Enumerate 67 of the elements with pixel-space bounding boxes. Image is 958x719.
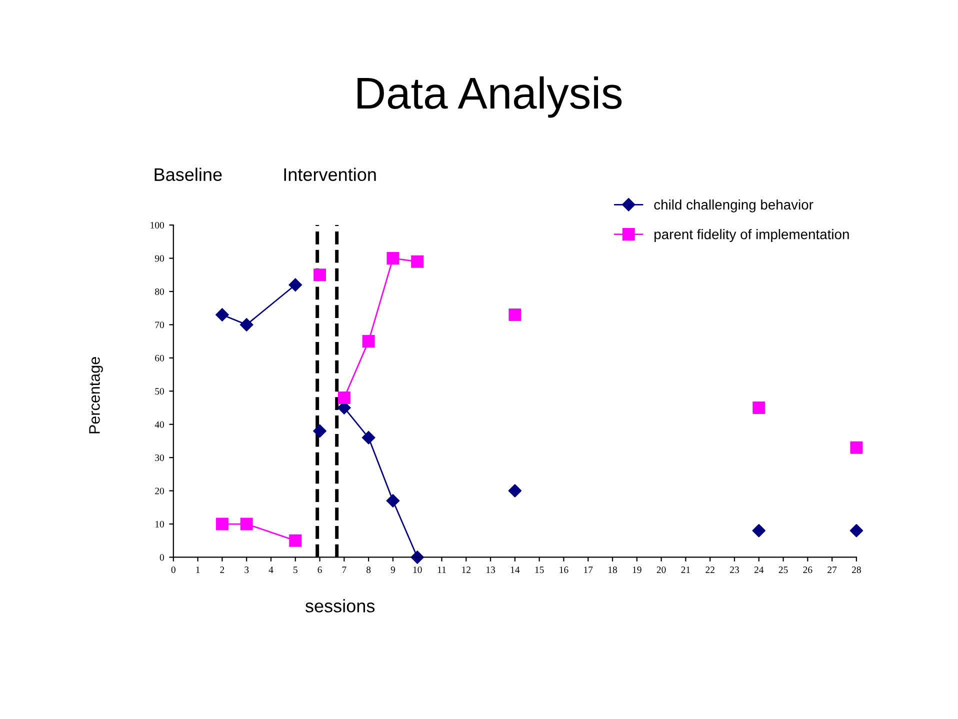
- point: [850, 441, 863, 454]
- y-tick-label: 100: [150, 222, 164, 229]
- x-tick-label: 16: [560, 566, 568, 574]
- legend-label: parent fidelity of implementation: [654, 229, 849, 242]
- x-tick-label: 22: [706, 566, 714, 573]
- x-tick-label: 1: [196, 566, 200, 573]
- point: [386, 252, 400, 265]
- point: [289, 534, 302, 547]
- point: [338, 392, 350, 404]
- point: [240, 518, 253, 530]
- text: Intervention: [284, 168, 376, 181]
- x-tick-label: 26: [803, 566, 812, 574]
- x-tick-label: 13: [486, 566, 496, 574]
- point: [508, 308, 522, 321]
- x-tick-label: 14: [510, 566, 520, 573]
- x-tick-label: 0: [171, 566, 176, 574]
- x-tick-label: 18: [608, 566, 617, 574]
- y-tick-label: 80: [155, 288, 164, 295]
- point: [850, 524, 864, 538]
- point: [411, 255, 424, 268]
- x-tick-label: 15: [535, 566, 544, 574]
- x-tick-label: 9: [390, 566, 395, 574]
- point: [288, 278, 302, 292]
- x-tick-label: 11: [438, 566, 446, 573]
- x-tick-label: 20: [656, 566, 666, 574]
- y-tick-label: 0: [160, 554, 164, 561]
- chart-title: Data Analysis: [358, 76, 622, 118]
- y-tick-label: 20: [155, 488, 164, 494]
- legend-label: child challenging behavior: [654, 199, 814, 212]
- point: [362, 431, 376, 444]
- x-tick-label: 21: [681, 566, 690, 573]
- point: [216, 518, 228, 530]
- x-tick-label: 12: [462, 566, 470, 573]
- x-tick-label: 3: [244, 566, 249, 574]
- x-tick-label: 2: [220, 566, 224, 573]
- y-tick-label: 70: [155, 322, 164, 328]
- x-tick-label: 17: [584, 566, 593, 573]
- x-tick-label: 4: [268, 566, 274, 573]
- y-tick-label: 40: [154, 421, 164, 428]
- x-tick-label: 19: [632, 566, 642, 574]
- point: [314, 268, 326, 282]
- x-tick-label: 10: [413, 566, 422, 574]
- text: Baseline: [154, 168, 222, 181]
- y-tick-label: 10: [156, 520, 164, 528]
- y-tick-label: 50: [155, 388, 164, 395]
- point: [362, 335, 375, 348]
- point: [313, 424, 326, 438]
- x-tick-label: 8: [366, 566, 371, 574]
- point: [508, 484, 522, 498]
- point: [216, 308, 229, 322]
- point: [752, 524, 766, 538]
- y-axis-title: Percentage: [89, 357, 103, 434]
- x-tick-label: 7: [342, 566, 346, 573]
- x-tick-label: 5: [294, 566, 298, 574]
- x-tick-label: 27: [828, 566, 837, 573]
- x-axis-title: sessions: [305, 599, 375, 612]
- point: [752, 401, 766, 414]
- y-tick-label: 60: [155, 354, 164, 362]
- x-tick-label: 28: [852, 566, 861, 574]
- x-tick-label: 6: [318, 566, 322, 574]
- x-tick-label: 23: [730, 566, 739, 574]
- point: [386, 494, 400, 508]
- y-tick-label: 90: [154, 255, 164, 262]
- y-tick-label: 30: [155, 454, 164, 462]
- x-tick-label: 25: [778, 566, 788, 574]
- x-tick-label: 24: [754, 566, 764, 573]
- point: [240, 318, 254, 332]
